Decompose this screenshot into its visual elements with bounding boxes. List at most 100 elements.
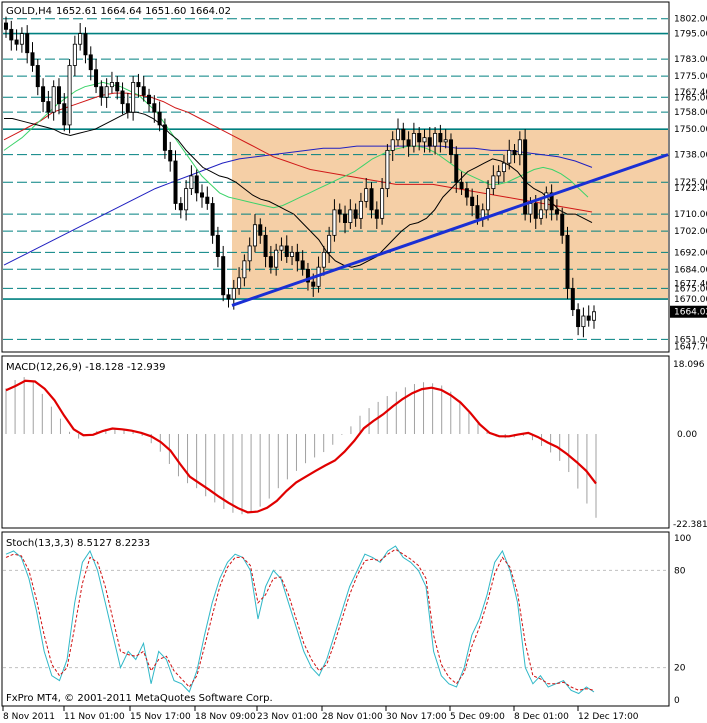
candle-body bbox=[417, 133, 422, 143]
candle-body bbox=[411, 133, 416, 147]
candle-body bbox=[496, 171, 501, 177]
candle-body bbox=[348, 209, 353, 223]
macd-signal-layer bbox=[5, 379, 597, 514]
candle-body bbox=[199, 192, 204, 198]
candle-body bbox=[284, 245, 289, 257]
candle-body bbox=[501, 162, 506, 173]
candle-body bbox=[523, 139, 528, 215]
candle-body bbox=[586, 315, 591, 321]
candle-body bbox=[226, 294, 231, 300]
macd-histogram-layer bbox=[5, 377, 597, 518]
candle-body bbox=[88, 54, 93, 71]
candle-body bbox=[231, 288, 236, 300]
candle-body bbox=[141, 86, 146, 96]
time-axis-label: 5 Dec 09:00 bbox=[450, 712, 505, 722]
candle-body bbox=[300, 260, 305, 270]
time-axis: 8 Nov 2011 11 Nov 01:00 15 Nov 17:00 18 Nov… bbox=[2, 706, 639, 722]
stoch-main-line bbox=[5, 545, 595, 695]
candle-body bbox=[184, 188, 189, 211]
candle-body bbox=[385, 149, 390, 190]
candle-body bbox=[168, 149, 173, 162]
candle-body bbox=[125, 103, 130, 113]
candle-body bbox=[131, 82, 136, 113]
stoch-level-label: 0 bbox=[674, 696, 680, 706]
ma-blue-line bbox=[3, 145, 593, 266]
candle-body bbox=[395, 128, 400, 141]
candle-body bbox=[470, 196, 475, 207]
candle-body bbox=[210, 203, 215, 236]
candle-body bbox=[528, 203, 533, 215]
price-axis-label: 1722.40 bbox=[674, 184, 707, 194]
candle-body bbox=[62, 103, 67, 126]
price-axis-label: 1677.40 bbox=[674, 279, 707, 289]
candle-body bbox=[252, 224, 257, 247]
trendline-layer bbox=[231, 153, 669, 307]
macd-top-value: 18.096 bbox=[673, 360, 705, 370]
price-axis-label: 1692.00 bbox=[674, 248, 707, 258]
candle-body bbox=[512, 149, 517, 156]
candle-body bbox=[570, 288, 575, 311]
candle-body bbox=[422, 137, 427, 143]
candle-body bbox=[136, 82, 141, 88]
stoch-pane: 100 80 20 0 Stoch(13,3,3) 8.5127 8.2233 FxP… bbox=[1, 531, 691, 707]
candle-body bbox=[221, 256, 226, 296]
current-price-label: 1664.02 bbox=[674, 308, 707, 318]
price-axis-label: 1710.00 bbox=[674, 210, 707, 220]
time-axis-label: 12 Dec 17:00 bbox=[578, 712, 639, 722]
candle-body bbox=[576, 309, 581, 328]
candle-body bbox=[157, 111, 162, 126]
price-axis-label: 1795.00 bbox=[674, 30, 707, 40]
candle-body bbox=[311, 281, 316, 287]
candle-body bbox=[83, 33, 88, 56]
stoch-levels-layer: 100 80 20 0 bbox=[3, 534, 691, 706]
price-pane: 1802.00 1795.00 1783.00 1775.00 1767.401765.… bbox=[1, 1, 707, 353]
stoch-signal-line bbox=[5, 548, 595, 691]
candle-body bbox=[268, 256, 273, 268]
candle-body bbox=[104, 86, 109, 98]
copyright-text: FxPro MT4, © 2001-2011 MetaQuotes Softwa… bbox=[6, 693, 273, 704]
time-axis-label: 30 Nov 17:00 bbox=[386, 712, 447, 722]
candle-body bbox=[67, 65, 72, 126]
candle-body bbox=[162, 124, 167, 151]
trendline bbox=[231, 153, 669, 307]
macd-bottom-value: -22.381 bbox=[673, 520, 707, 530]
price-axis-label: 1750.00 bbox=[674, 125, 707, 135]
candle-body bbox=[332, 209, 337, 236]
candle-body bbox=[549, 192, 554, 211]
price-axis-label: 1783.00 bbox=[674, 55, 707, 65]
candle-body bbox=[321, 251, 326, 268]
candle-body bbox=[178, 203, 183, 211]
candle-body bbox=[438, 133, 443, 143]
candle-body bbox=[592, 311, 597, 321]
candle-body bbox=[147, 94, 152, 105]
stoch-level-label: 100 bbox=[674, 534, 691, 544]
candle-body bbox=[427, 137, 432, 147]
price-axis-label: 1675.00 bbox=[674, 284, 707, 294]
candle-body bbox=[406, 139, 411, 147]
candle-body bbox=[78, 33, 83, 45]
candle-body bbox=[364, 188, 369, 202]
candle-body bbox=[374, 209, 379, 219]
candle-body bbox=[459, 181, 464, 190]
macd-label: MACD(12,26,9) -18.128 -12.939 bbox=[6, 362, 166, 373]
candle-body bbox=[109, 82, 114, 88]
candle-body bbox=[189, 175, 194, 190]
price-axis-label: 1767.40 bbox=[674, 88, 707, 98]
candle-body bbox=[343, 213, 348, 223]
stoch-lines-layer bbox=[5, 545, 595, 695]
price-axis-label: 1702.00 bbox=[674, 227, 707, 237]
price-axis: 1802.00 1795.00 1783.00 1775.00 1767.401765.… bbox=[670, 15, 707, 352]
time-axis-label: 15 Nov 17:00 bbox=[130, 712, 191, 722]
candle-body bbox=[30, 52, 35, 66]
candle-body bbox=[237, 277, 242, 289]
candle-body bbox=[454, 154, 459, 183]
time-axis-label: 8 Nov 2011 bbox=[3, 712, 55, 722]
candle-body bbox=[194, 175, 199, 194]
candle-body bbox=[358, 200, 363, 219]
candle-body bbox=[433, 133, 438, 147]
candle-body bbox=[115, 82, 120, 92]
candle-body bbox=[41, 86, 46, 102]
candle-body bbox=[99, 86, 104, 98]
candle-body bbox=[390, 139, 395, 151]
time-axis-label: 28 Nov 01:00 bbox=[322, 712, 383, 722]
